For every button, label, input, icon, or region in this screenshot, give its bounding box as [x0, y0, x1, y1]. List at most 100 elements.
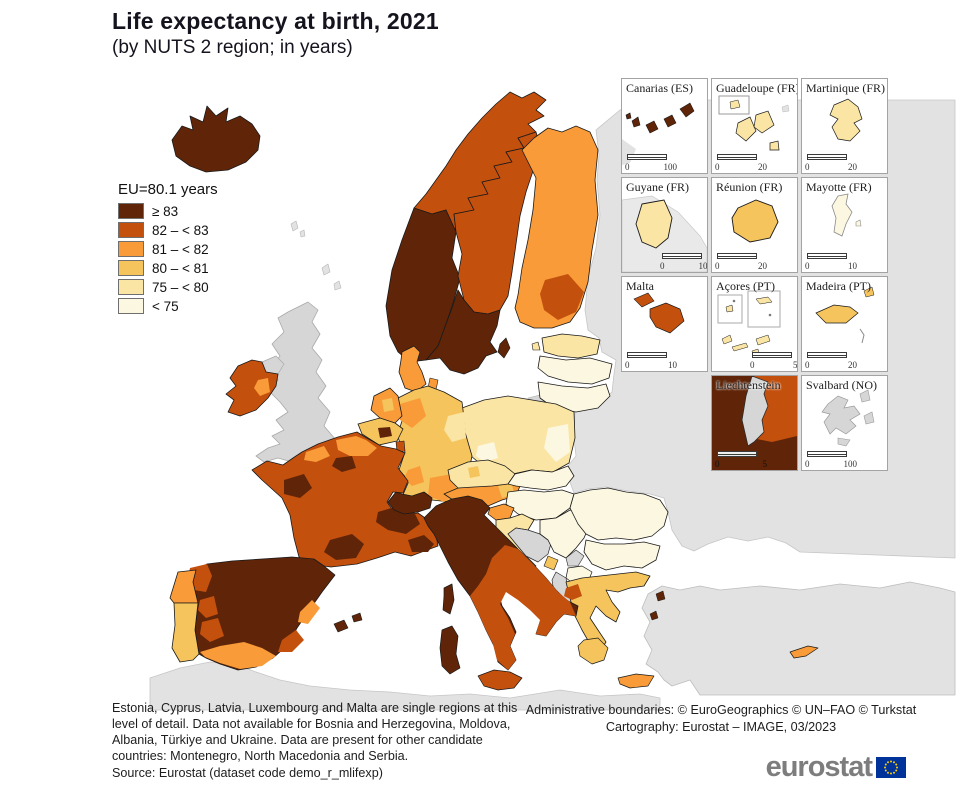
region-spain-patch-valencia [298, 600, 320, 624]
scale-bar [717, 451, 757, 457]
inset-canarias: Canarias (ES) 0 100 [621, 78, 708, 174]
legend-row: 82 – < 83 [118, 222, 218, 238]
inset-svalbard: Svalbard (NO) 0 100 [801, 375, 888, 471]
region-greece-patch-epirus [564, 584, 582, 600]
footer-credits: Administrative boundaries: © EuroGeograp… [520, 702, 922, 736]
inset-label: Açores (PT) [716, 279, 775, 293]
region-belgium-patch-brussels [378, 427, 392, 438]
legend-swatch [118, 279, 144, 295]
region-ireland-patch-east [254, 378, 270, 396]
region-bulgaria [583, 539, 661, 571]
legend-label: 81 – < 82 [152, 241, 209, 257]
region-finland [514, 125, 599, 329]
footer-notes: Estonia, Cyprus, Latvia, Luxembourg and … [112, 700, 530, 781]
scale-bar [627, 352, 667, 358]
region-sardinia [439, 625, 461, 675]
scale-numbers: 0 20 [805, 360, 857, 370]
inset-label: Svalbard (NO) [806, 378, 877, 392]
scale-bar [752, 352, 792, 358]
inset-map-reunion [731, 199, 779, 243]
page-subtitle: (by NUTS 2 region; in years) [112, 37, 353, 58]
region-montenegro [543, 555, 559, 571]
region-finland-south-patch [540, 274, 584, 320]
region-cyprus [789, 645, 819, 659]
legend-label: 75 – < 80 [152, 279, 209, 295]
inset-panels: Canarias (ES) 0 100 Guadeloupe (FR) [621, 78, 888, 471]
legend-eu-value: EU=80.1 years [118, 181, 218, 198]
region-faroe [290, 220, 306, 238]
region-luxembourg [395, 440, 406, 453]
inset-label: Canarias (ES) [626, 81, 693, 95]
region-gotland [497, 337, 511, 359]
scale-bar [807, 451, 847, 457]
region-france-patch-iledefrance [332, 456, 356, 472]
scale-numbers: 0 10 [805, 261, 857, 271]
region-slovakia [507, 465, 575, 491]
cartography-text: Cartography: Eurostat – IMAGE, 03/2023 [605, 720, 837, 734]
inset-label: Guyane (FR) [626, 180, 689, 194]
scale-numbers: 0 20 [715, 261, 767, 271]
legend-swatch [118, 298, 144, 314]
region-france-patch-paca [408, 535, 434, 552]
region-bosnia [507, 527, 553, 563]
inset-label: Réunion (FR) [716, 180, 783, 194]
inset-label: Malta [626, 279, 654, 293]
region-kosovo [565, 549, 585, 567]
region-poland-patch-east [544, 424, 570, 462]
legend-label: 82 – < 83 [152, 222, 209, 238]
region-estonia [541, 333, 601, 359]
legend-row: ≥ 83 [118, 203, 218, 219]
inset-map-svalbard [821, 389, 875, 447]
region-iceland [171, 105, 261, 173]
inset-reunion: Réunion (FR) 0 20 [711, 177, 798, 273]
region-greece-island-2 [649, 610, 659, 621]
inset-map-mayotte [831, 193, 862, 237]
region-latvia [537, 355, 613, 385]
region-poland-patch-center [476, 442, 498, 462]
inset-madeira: Madeira (PT) 0 20 [801, 276, 888, 372]
scale-bar [627, 154, 667, 160]
scale-bar [807, 352, 847, 358]
region-italy-south-patch [470, 545, 576, 670]
region-greece-island-1 [655, 590, 666, 602]
region-germany-patch-nw [400, 398, 426, 428]
scale-numbers: 0 20 [715, 162, 767, 172]
inset-guadeloupe: Guadeloupe (FR) 0 20 [711, 78, 798, 174]
scale-numbers: 0 10 [625, 360, 677, 370]
region-czechia-patch-prague [468, 466, 480, 478]
region-france-patch-north [336, 436, 377, 456]
region-france-patch-normandy [304, 446, 330, 462]
scale-bar [717, 253, 757, 259]
page-title: Life expectancy at birth, 2021 [112, 8, 439, 34]
legend-row: 75 – < 80 [118, 279, 218, 295]
region-shetland [321, 263, 342, 291]
legend-row: < 75 [118, 298, 218, 314]
inset-acores: Açores (PT) 050 [711, 276, 798, 372]
inset-malta: Malta 0 10 [621, 276, 708, 372]
inset-label: Guadeloupe (FR) [716, 81, 798, 95]
inset-grid-spacer [621, 375, 708, 471]
source-text: Source: Eurostat (dataset code demo_r_ml… [112, 766, 383, 780]
legend: EU=80.1 years ≥ 83 82 – < 83 81 – < 82 8… [118, 181, 218, 317]
region-sicily [477, 669, 523, 691]
footnote-text: Estonia, Cyprus, Latvia, Luxembourg and … [112, 701, 518, 763]
region-turkiye [641, 581, 956, 696]
scale-bar [662, 253, 702, 259]
region-portugal-north [169, 569, 199, 604]
inset-map-malta [633, 292, 685, 334]
legend-label: < 75 [152, 298, 179, 314]
inset-mayotte: Mayotte (FR) 0 10 [801, 177, 888, 273]
legend-row: 80 – < 81 [118, 260, 218, 276]
eu-flag-stars [884, 760, 898, 775]
region-sweden-south [425, 289, 501, 375]
region-corsica [442, 583, 455, 615]
legend-swatch [118, 203, 144, 219]
legend-label: ≥ 83 [152, 203, 179, 219]
region-estonia-islands [531, 341, 541, 351]
inset-label: Martinique (FR) [806, 81, 885, 95]
